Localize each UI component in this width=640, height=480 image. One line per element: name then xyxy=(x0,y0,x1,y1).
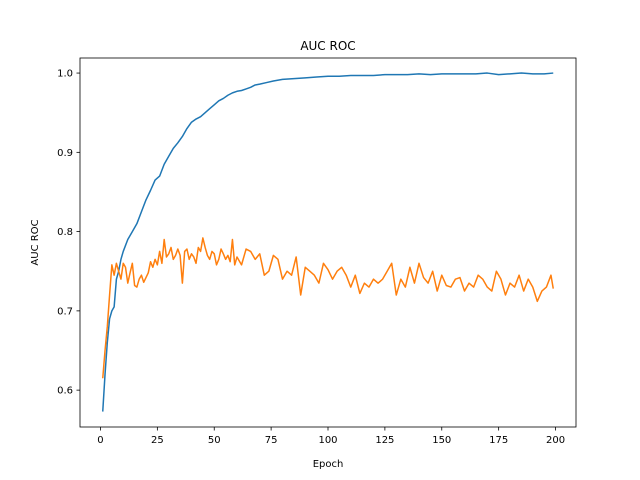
plot-area: 0 25 50 75 100 125 150 175 200 0.6 0.7 0.8 0.9 1.0 xyxy=(57,57,577,446)
x-axis-ticks: 0 25 50 75 100 125 150 175 200 xyxy=(97,427,565,446)
series-line-1 xyxy=(102,72,554,412)
series-layer xyxy=(102,72,554,412)
y-tick-label: 0.7 xyxy=(57,306,73,317)
chart-title: AUC ROC xyxy=(300,39,355,53)
y-tick-label: 0.6 xyxy=(57,386,73,397)
y-axis-ticks: 0.6 0.7 0.8 0.9 1.0 xyxy=(57,69,80,397)
x-axis-label: Epoch xyxy=(313,459,344,470)
x-tick-label: 150 xyxy=(432,435,451,446)
x-tick-label: 25 xyxy=(151,435,164,446)
x-tick-label: 50 xyxy=(208,435,221,446)
y-tick-label: 0.8 xyxy=(57,227,73,238)
y-tick-label: 0.9 xyxy=(57,148,73,159)
x-tick-label: 75 xyxy=(265,435,278,446)
axes-frame xyxy=(79,57,577,428)
x-tick-label: 125 xyxy=(375,435,394,446)
x-tick-label: 100 xyxy=(318,435,337,446)
x-tick-label: 175 xyxy=(489,435,508,446)
y-axis-label: AUC ROC xyxy=(30,219,41,265)
x-tick-label: 0 xyxy=(97,435,103,446)
series-line-2 xyxy=(102,237,554,379)
y-tick-label: 1.0 xyxy=(57,69,73,80)
x-tick-label: 200 xyxy=(546,435,565,446)
